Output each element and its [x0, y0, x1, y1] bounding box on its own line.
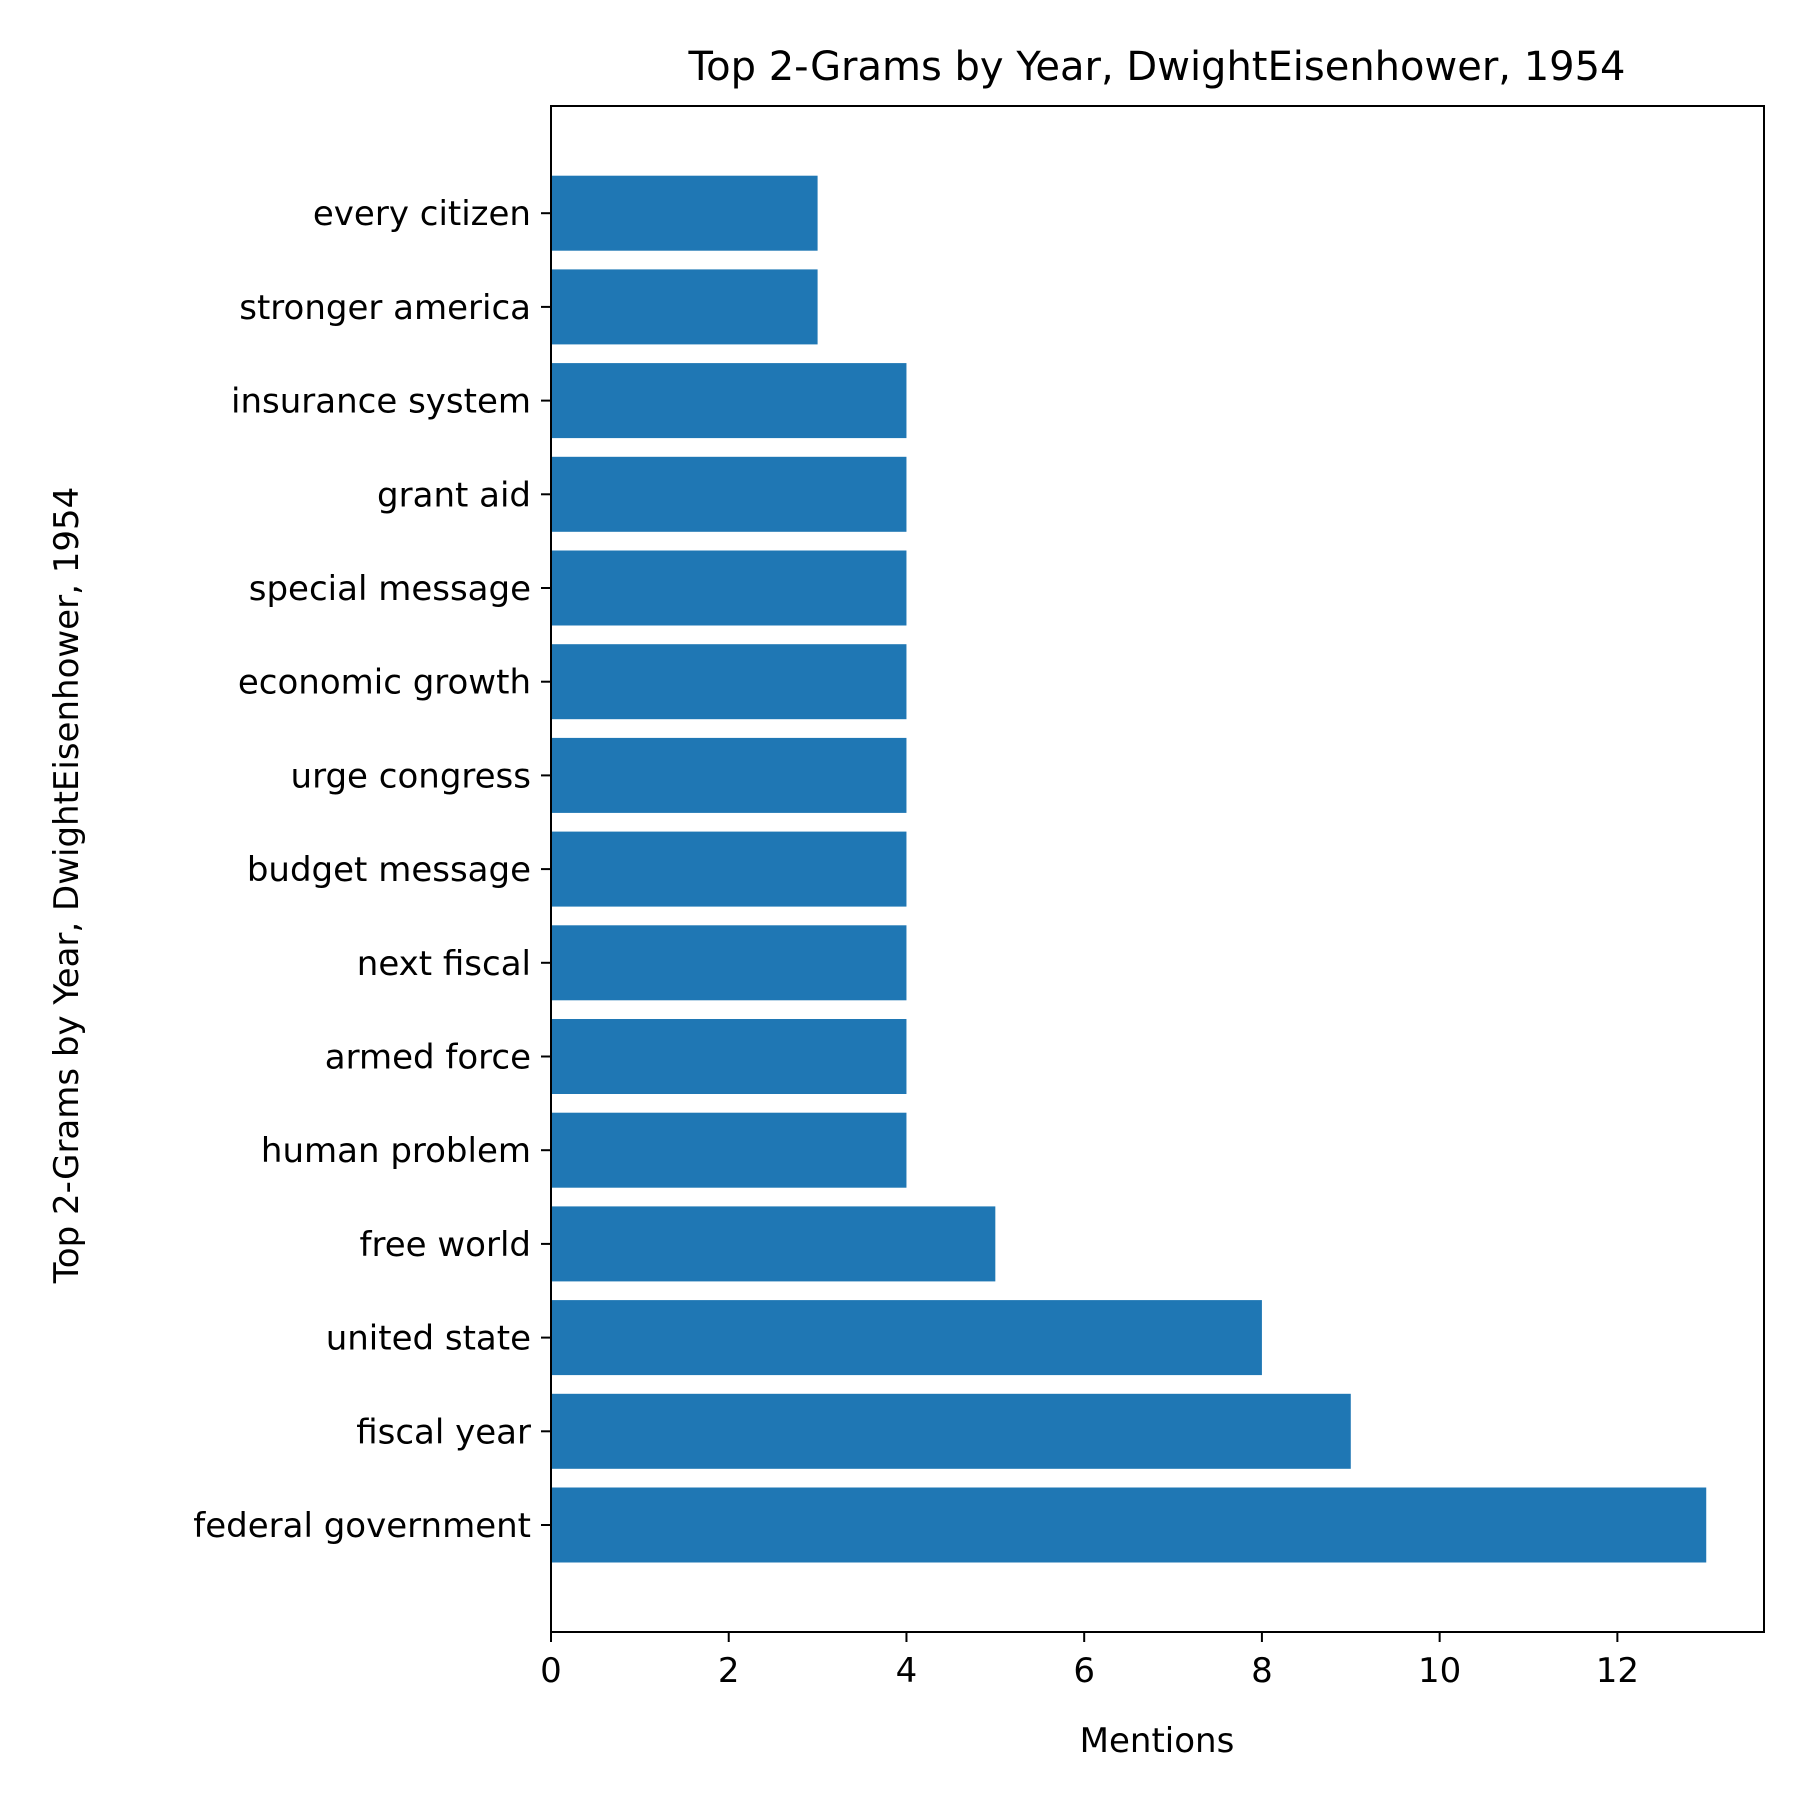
x-tick-label: 8 [1251, 1651, 1273, 1691]
bars-group [551, 175, 1707, 1563]
y-tick-label: stronger america [239, 288, 531, 328]
y-tick-label: united state [326, 1319, 531, 1359]
bar-stronger-america [551, 269, 818, 345]
bar-special-message [551, 550, 907, 626]
x-tick-label: 0 [540, 1651, 562, 1691]
bar-insurance-system [551, 363, 907, 439]
bar-united-state [551, 1300, 1262, 1376]
x-tick-label: 2 [718, 1651, 740, 1691]
y-tick-label: economic growth [238, 663, 531, 703]
bar-grant-aid [551, 456, 907, 532]
y-tick-label: budget message [247, 850, 531, 890]
x-axis-label: Mentions [1080, 1721, 1235, 1761]
y-tick-label: federal government [193, 1506, 531, 1546]
y-tick-label: urge congress [291, 756, 531, 796]
y-tick-label: next fiscal [357, 944, 531, 984]
bar-fiscal-year [551, 1393, 1351, 1469]
y-tick-label: every citizen [313, 194, 531, 234]
x-tick-label: 10 [1418, 1651, 1461, 1691]
chart-title: Top 2-Grams by Year, DwightEisenhower, 1… [688, 44, 1626, 90]
bar-free-world [551, 1206, 996, 1282]
y-tick-label: fiscal year [356, 1412, 531, 1452]
bar-urge-congress [551, 737, 907, 813]
x-tick-label: 12 [1596, 1651, 1639, 1691]
y-tick-label: special message [249, 569, 531, 609]
bar-every-citizen [551, 175, 818, 251]
bar-human-problem [551, 1112, 907, 1188]
bar-budget-message [551, 831, 907, 907]
y-tick-label: free world [360, 1225, 531, 1265]
y-axis-label: Top 2-Grams by Year, DwightEisenhower, 1… [47, 487, 87, 1284]
x-tick-label: 4 [896, 1651, 918, 1691]
bar-federal-government [551, 1487, 1707, 1563]
y-tick-label: human problem [261, 1131, 531, 1171]
plot-area-frame [550, 105, 1765, 1633]
bar-next-fiscal [551, 925, 907, 1001]
y-tick-label: grant aid [377, 475, 531, 515]
y-tick-label: insurance system [231, 382, 531, 422]
x-ticks-group: 0 2 4 6 8 10 12 [540, 1632, 1639, 1691]
x-tick-label: 6 [1073, 1651, 1095, 1691]
y-ticks-group: federal government fiscal year united stat… [193, 194, 551, 1546]
bar-economic-growth [551, 644, 907, 720]
y-tick-label: armed force [325, 1038, 531, 1078]
bar-armed-force [551, 1019, 907, 1094]
